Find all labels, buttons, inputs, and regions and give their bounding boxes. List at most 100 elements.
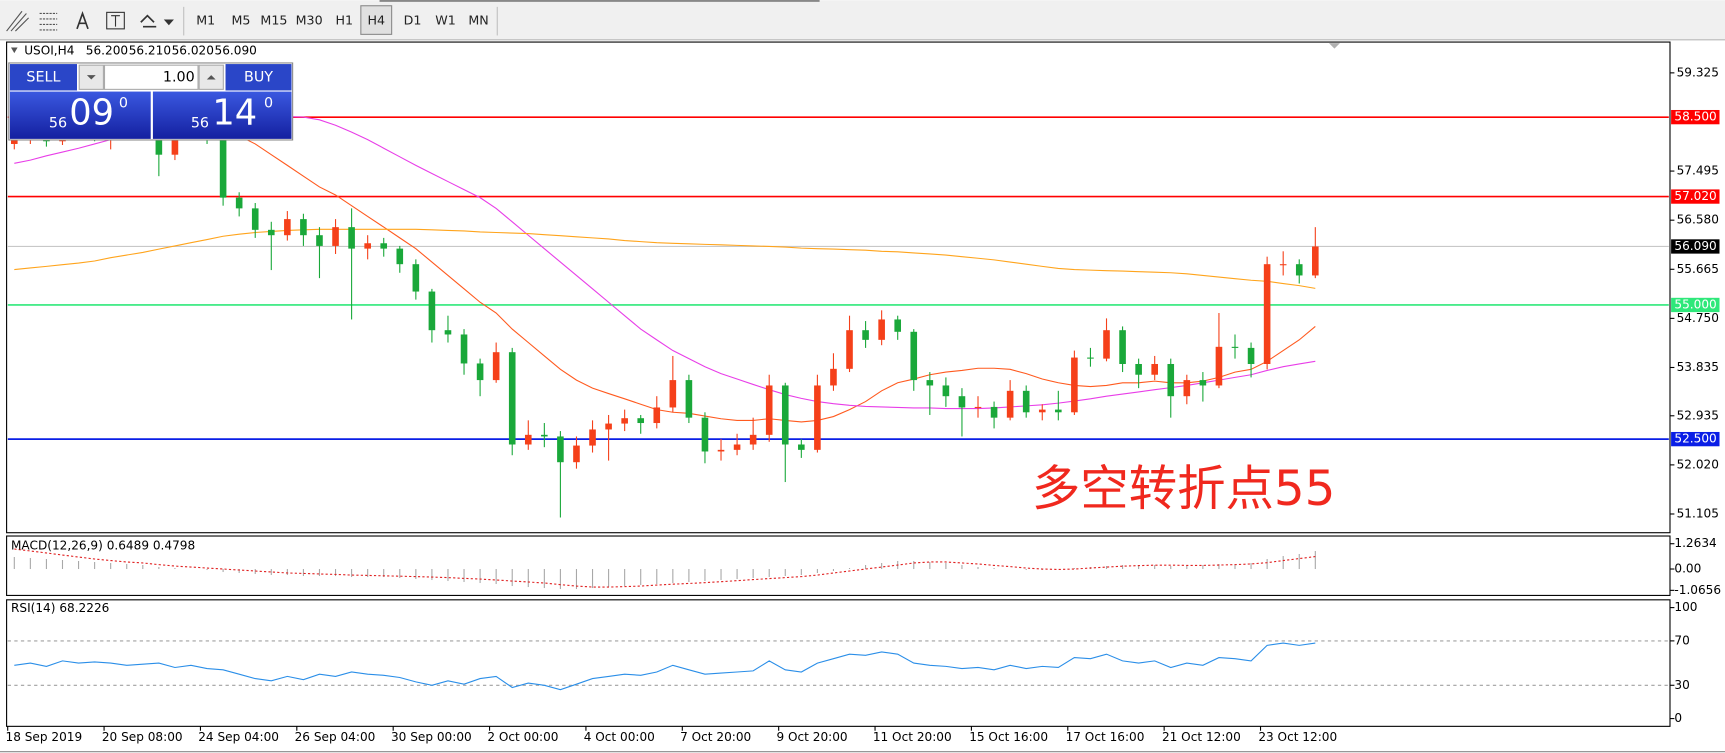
candle-body bbox=[749, 434, 757, 445]
main-chart-frame bbox=[6, 41, 1671, 534]
candle-body bbox=[573, 445, 580, 463]
macd-signal bbox=[14, 548, 1316, 588]
rsi-line bbox=[14, 642, 1316, 691]
y-tick-label: 55.665 bbox=[1677, 262, 1719, 276]
candle-body bbox=[910, 331, 918, 381]
rsi-title: RSI(14) 68.2226 bbox=[11, 601, 109, 615]
lot-input[interactable] bbox=[103, 64, 199, 90]
candle-body bbox=[348, 227, 355, 249]
candle-body bbox=[541, 434, 548, 437]
candle-body bbox=[1119, 330, 1126, 364]
candle-body bbox=[1183, 380, 1191, 397]
tool-label-icon[interactable] bbox=[106, 11, 125, 30]
y-tick-label: 52.020 bbox=[1677, 457, 1719, 471]
candle-body bbox=[1295, 264, 1303, 276]
quote-open: 56.200 bbox=[86, 43, 128, 57]
candle-body bbox=[396, 248, 404, 265]
candle-body bbox=[1151, 363, 1158, 375]
candle-body bbox=[701, 417, 709, 452]
candle-body bbox=[765, 385, 773, 435]
timeframe-button[interactable]: M30 bbox=[296, 13, 323, 28]
lot-value: 1.00 bbox=[163, 69, 195, 85]
candle-body bbox=[1071, 357, 1078, 413]
x-tick-label: 20 Sep 08:00 bbox=[102, 730, 183, 744]
timeframe-button[interactable]: D1 bbox=[404, 13, 422, 28]
ask-main: 14 bbox=[212, 93, 257, 134]
x-tick-label: 2 Oct 00:00 bbox=[487, 730, 558, 744]
timeframe-button[interactable]: M15 bbox=[260, 13, 287, 28]
y-tick-label: -1.0656 bbox=[1674, 583, 1721, 597]
y-tick-label: 53.835 bbox=[1677, 360, 1719, 374]
candle-body bbox=[605, 423, 612, 430]
sell-button[interactable] bbox=[9, 64, 78, 91]
x-tick-label: 9 Oct 20:00 bbox=[776, 730, 847, 744]
buy-button[interactable] bbox=[225, 64, 292, 91]
candle-body bbox=[685, 380, 693, 418]
candle-body bbox=[781, 385, 789, 445]
y-tick-label: 100 bbox=[1674, 600, 1697, 614]
timeframe-button[interactable]: H4 bbox=[367, 13, 385, 28]
timeframe-button[interactable]: M1 bbox=[196, 13, 215, 28]
timeframe-button[interactable]: H1 bbox=[336, 13, 354, 28]
tool-arrows-icon[interactable] bbox=[140, 14, 174, 28]
candle-body bbox=[1055, 409, 1062, 413]
y-tick-label: 57.495 bbox=[1677, 164, 1719, 178]
timeframe-button[interactable]: W1 bbox=[435, 13, 456, 28]
ask-sup: 0 bbox=[264, 96, 273, 112]
lot-down-arrow bbox=[86, 75, 96, 80]
tool-fibo-icon[interactable] bbox=[39, 12, 58, 31]
candle-body bbox=[830, 368, 837, 386]
candle-body bbox=[1215, 346, 1223, 386]
x-tick-label: 24 Sep 04:00 bbox=[198, 730, 279, 744]
candle-body bbox=[717, 449, 725, 452]
candle-body bbox=[251, 208, 259, 230]
candle-body bbox=[332, 227, 339, 246]
header-icon bbox=[11, 47, 18, 54]
x-tick-label: 17 Oct 16:00 bbox=[1066, 730, 1145, 744]
candle-body bbox=[1103, 330, 1110, 359]
y-tick-label: 70 bbox=[1674, 633, 1689, 647]
level-label-bg bbox=[1671, 297, 1720, 313]
trade-panel: SELL 1.00 BUY 56 09 0 56 14 0 bbox=[8, 62, 294, 141]
candle-body bbox=[1006, 390, 1014, 418]
candle-body bbox=[733, 444, 741, 450]
bid-box[interactable] bbox=[9, 91, 151, 139]
y-tick-label: 59.325 bbox=[1677, 65, 1719, 79]
bid-main: 09 bbox=[69, 93, 114, 134]
candle-body bbox=[364, 243, 371, 249]
tool-text-icon[interactable] bbox=[76, 11, 89, 30]
level-label: 56.090 bbox=[1674, 239, 1716, 253]
timeframe-button[interactable]: MN bbox=[468, 13, 488, 28]
candle-body bbox=[653, 407, 661, 424]
candle-body bbox=[878, 319, 885, 340]
timeframe-selected bbox=[360, 5, 393, 35]
macd-frame bbox=[6, 535, 1671, 596]
level-label: 57.020 bbox=[1674, 189, 1716, 203]
toolbar: M1 M5 M15 M30 H1 H4 D1 W1 MN bbox=[0, 0, 1725, 41]
candle-body bbox=[380, 243, 388, 249]
moving-average bbox=[14, 228, 1316, 289]
ask-box[interactable] bbox=[152, 91, 292, 139]
candle-body bbox=[621, 418, 628, 424]
timeframe-button[interactable]: M5 bbox=[231, 13, 250, 28]
tool-lines-icon[interactable] bbox=[6, 10, 29, 32]
candle-body bbox=[316, 235, 323, 246]
candle-body bbox=[284, 219, 291, 236]
bid-big: 56 bbox=[49, 115, 67, 131]
level-label: 52.500 bbox=[1674, 432, 1716, 446]
candle-body bbox=[1199, 380, 1207, 386]
lot-up-arrow bbox=[206, 75, 216, 80]
candle-body bbox=[958, 396, 966, 408]
candle-body bbox=[11, 138, 18, 144]
candle-body bbox=[492, 352, 500, 381]
bid-sup: 0 bbox=[119, 96, 128, 112]
candle-body bbox=[798, 444, 805, 450]
candle-body bbox=[942, 385, 950, 397]
candle-body bbox=[926, 380, 934, 386]
y-tick-label: 30 bbox=[1674, 678, 1689, 692]
quote-close: 56.090 bbox=[215, 43, 257, 57]
candle-body bbox=[1231, 346, 1239, 348]
candle-body bbox=[1038, 409, 1046, 413]
x-tick-label: 18 Sep 2019 bbox=[6, 730, 83, 744]
